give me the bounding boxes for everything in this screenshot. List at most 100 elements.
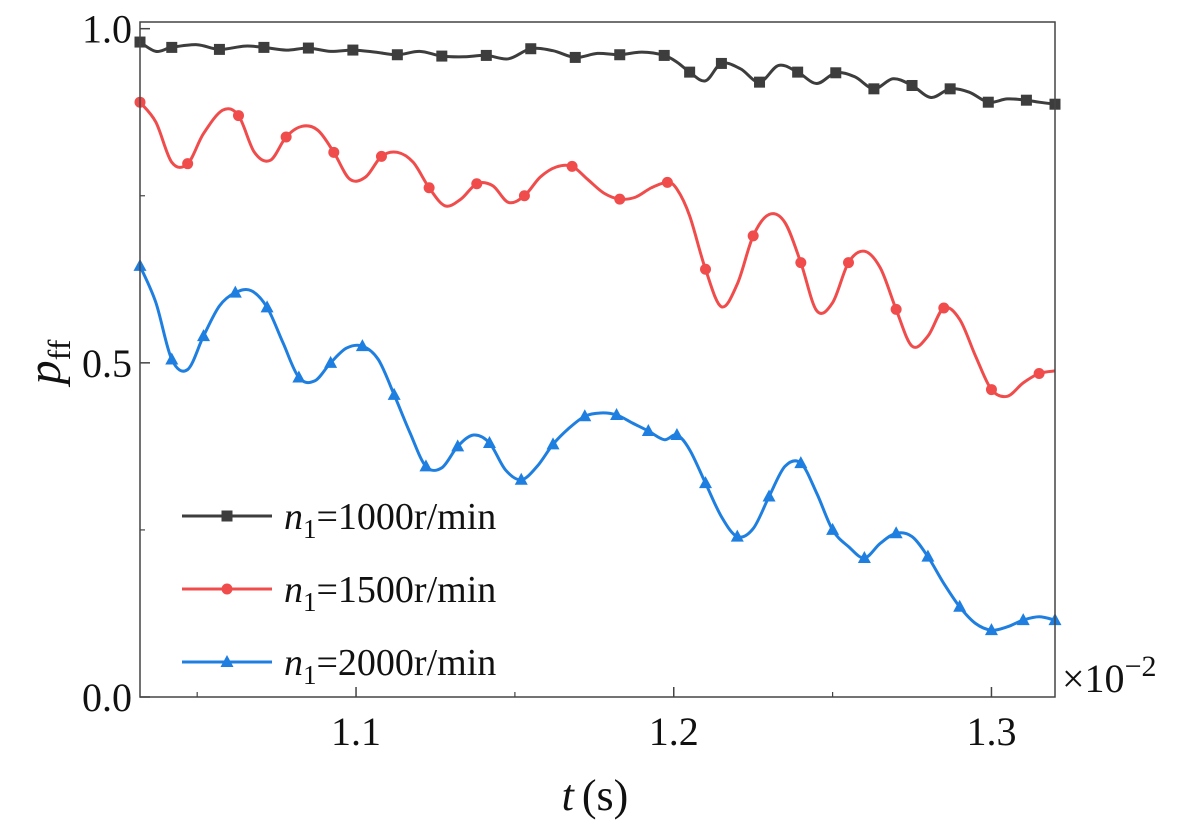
series-2-point <box>423 182 435 194</box>
series-3-point <box>953 599 967 612</box>
series-1-point <box>792 66 804 78</box>
series-2-point <box>938 302 950 314</box>
series-1-point <box>436 50 448 62</box>
series-1-point <box>906 79 918 91</box>
legend-item-2: n1=1500r/min <box>182 569 496 617</box>
series-3-point <box>546 437 560 450</box>
series-1-point <box>302 42 314 54</box>
legend-marker-swatch <box>220 655 234 667</box>
series-1-point <box>525 43 537 55</box>
series-1-point <box>868 83 880 95</box>
y-tick-label: 0.0 <box>82 675 132 720</box>
x-tick-label: 1.3 <box>966 709 1016 754</box>
series-2-point <box>280 131 292 143</box>
series-1-point <box>391 49 403 61</box>
series-3-point <box>260 300 274 313</box>
series-1-point <box>982 96 994 108</box>
series-2-point <box>375 150 387 162</box>
series-3-point <box>670 428 684 441</box>
series-3-point <box>762 489 776 502</box>
series-2-point <box>471 178 483 190</box>
series-2-point <box>985 384 997 396</box>
series-2-point <box>890 303 902 315</box>
plot-markers-group <box>133 36 1062 636</box>
series-2-point <box>182 158 194 170</box>
x-axis-variable: t <box>562 771 576 820</box>
series-1-point <box>480 49 492 61</box>
x-tick-label: 1.1 <box>331 709 381 754</box>
series-3-point <box>857 550 871 563</box>
series-3-point <box>641 424 655 437</box>
legend-label: n1=1000r/min <box>284 496 496 544</box>
plot-series-group <box>138 40 1056 632</box>
series-2-point <box>566 160 578 172</box>
x-axis-title: t (s) <box>562 771 629 820</box>
series-2-point <box>614 193 626 205</box>
legend-label: n1=1500r/min <box>284 569 496 617</box>
series-2-point <box>700 263 712 275</box>
series-2-point <box>842 257 854 269</box>
series-1-point <box>944 83 956 95</box>
series-3-point <box>482 436 496 449</box>
series-1-point <box>658 49 670 61</box>
x-axis-unit: (s) <box>582 771 628 820</box>
y-tick-label: 1.0 <box>82 7 132 52</box>
y-axis-variable: p <box>18 360 71 387</box>
series-3-point <box>324 355 338 368</box>
series-3-point <box>826 522 840 535</box>
legend: n1=1000r/min n1=1500r/min n1=2000r/min <box>182 496 496 690</box>
axis-ticks-group: 1.1 1.2 1.3 0.0 0.5 1.0 <box>82 7 1016 754</box>
series-3-point <box>419 459 433 472</box>
series-2-point <box>661 176 673 188</box>
series-3-point <box>921 549 935 562</box>
series-3-point <box>197 329 211 342</box>
series-2-point <box>328 146 340 158</box>
plot-frame <box>139 21 1056 698</box>
series-3-point <box>355 339 369 352</box>
series-3-point <box>228 285 242 298</box>
series-1-point <box>830 67 842 79</box>
series-3-point <box>730 529 744 542</box>
y-axis-title: pff <box>18 339 77 387</box>
series-3-point <box>984 623 998 636</box>
series-2-point <box>518 190 530 202</box>
y-axis-subscript: ff <box>41 339 77 360</box>
series-3-point <box>1016 613 1030 626</box>
legend-label: n1=2000r/min <box>284 642 496 690</box>
series-line-2 <box>138 101 1056 399</box>
series-1-point <box>166 41 178 53</box>
legend-marker-swatch <box>221 510 233 522</box>
series-1-point <box>715 57 727 69</box>
series-1-point <box>258 41 270 53</box>
series-line-1 <box>139 40 1056 106</box>
series-3-point <box>387 387 401 400</box>
y-tick-label: 0.5 <box>82 341 132 386</box>
series-1-point <box>213 43 225 55</box>
series-1-point <box>684 66 696 78</box>
series-1-point <box>754 76 766 88</box>
series-2-point <box>795 257 807 269</box>
series-3-point <box>578 409 592 422</box>
x-tick-label: 1.2 <box>649 709 699 754</box>
series-2-point <box>232 110 244 122</box>
series-3-point <box>514 472 528 485</box>
series-1-point <box>347 44 359 56</box>
series-2-point <box>1033 368 1045 380</box>
x-multiplier-exponent: −2 <box>1125 650 1157 683</box>
series-3-point <box>889 526 903 539</box>
legend-item-3: n1=2000r/min <box>182 642 496 690</box>
series-1-point <box>1020 94 1032 106</box>
series-3-point <box>451 439 465 452</box>
x-multiplier-label: ×10−2 <box>1062 650 1156 701</box>
series-3-point <box>610 407 624 420</box>
series-3-point <box>794 456 808 469</box>
series-3-point <box>165 352 179 365</box>
series-line-3 <box>138 265 1056 632</box>
legend-item-1: n1=1000r/min <box>182 496 496 544</box>
series-1-point <box>614 49 626 61</box>
series-3-point <box>292 370 306 383</box>
legend-marker-swatch <box>221 583 233 595</box>
series-1-point <box>569 51 581 63</box>
series-2-point <box>747 230 759 242</box>
